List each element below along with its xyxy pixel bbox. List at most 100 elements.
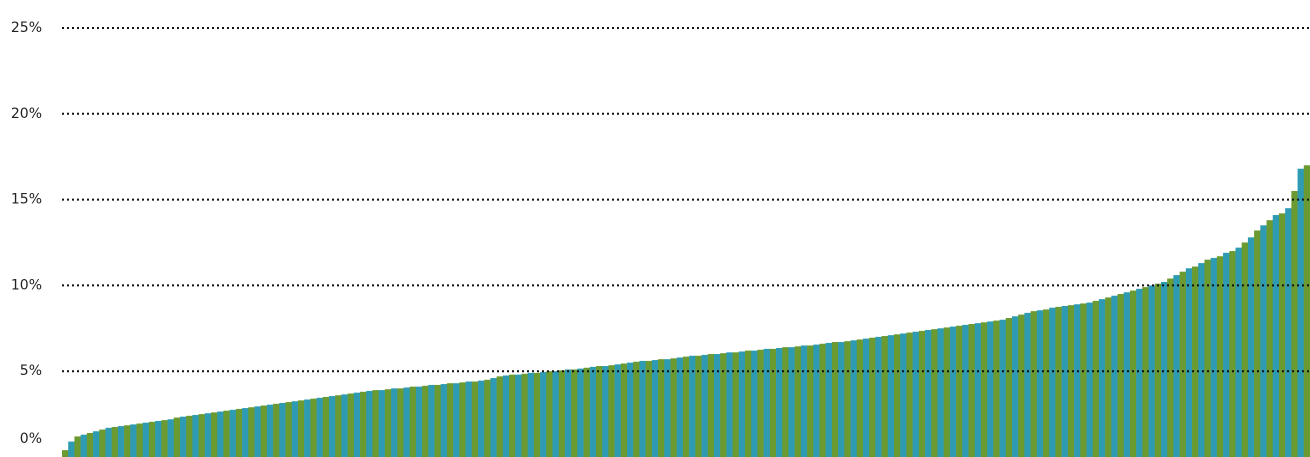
bar: [211, 412, 218, 457]
bar: [968, 324, 976, 457]
bar: [155, 420, 162, 457]
bar: [943, 327, 951, 457]
bar: [1136, 288, 1143, 457]
bar: [509, 374, 516, 457]
bar: [428, 384, 435, 457]
bar: [918, 330, 926, 457]
bar: [701, 354, 709, 457]
bar: [1297, 168, 1305, 457]
bar: [322, 396, 330, 457]
bar: [887, 335, 895, 457]
bar: [391, 388, 398, 457]
bar: [1117, 293, 1125, 457]
bar: [453, 383, 460, 457]
bar: [862, 338, 870, 457]
bar: [589, 366, 597, 457]
bar: [335, 395, 342, 457]
bar: [533, 372, 541, 457]
bar: [1179, 271, 1187, 457]
bar: [1223, 252, 1230, 457]
bar: [291, 401, 299, 457]
bar: [1185, 268, 1193, 457]
bar: [248, 407, 255, 457]
bar: [595, 366, 603, 457]
bar: [1036, 310, 1044, 457]
bar: [403, 387, 411, 457]
bar: [602, 366, 609, 457]
bar: [186, 415, 193, 457]
bar: [1086, 302, 1093, 457]
bar: [819, 343, 827, 457]
bar: [279, 402, 286, 457]
bar: [564, 369, 572, 457]
bar: [900, 333, 907, 457]
bar: [192, 414, 199, 457]
bar: [136, 423, 144, 457]
bar: [62, 450, 69, 457]
bar: [925, 330, 932, 457]
bar: [1254, 230, 1261, 457]
bar: [651, 360, 659, 457]
bar: [583, 367, 591, 457]
bar: [502, 375, 510, 457]
bar: [1291, 191, 1298, 457]
bar: [360, 391, 367, 457]
bar: [676, 357, 684, 457]
bar: [869, 337, 876, 457]
bar: [1018, 314, 1025, 457]
bar: [1148, 285, 1156, 457]
bar: [1080, 303, 1087, 457]
bar: [1055, 306, 1062, 457]
bar: [285, 402, 293, 457]
bar: [297, 400, 305, 457]
bar: [1129, 290, 1137, 457]
bar: [682, 356, 690, 457]
bar: [732, 352, 740, 457]
bar: [949, 326, 957, 457]
bar: [1272, 215, 1280, 457]
bar: [620, 363, 628, 457]
bar: [707, 354, 715, 457]
bar: [614, 364, 622, 457]
y-tick-label: 25%: [11, 20, 42, 36]
bar: [1229, 251, 1236, 457]
bar: [912, 331, 920, 457]
bar: [1216, 256, 1224, 457]
bar: [484, 379, 491, 457]
bar: [86, 432, 94, 457]
bar: [720, 353, 727, 457]
bar: [1278, 213, 1286, 457]
bar: [1173, 275, 1180, 457]
bar: [571, 369, 578, 457]
bar: [217, 411, 224, 457]
bar: [744, 350, 752, 457]
bar: [546, 371, 553, 457]
bar: [1092, 300, 1100, 457]
bar: [763, 348, 771, 457]
bar: [894, 334, 901, 457]
bar: [459, 382, 466, 457]
bar: [1049, 307, 1056, 457]
bar: [366, 390, 373, 457]
bar: [633, 361, 640, 457]
bar: [689, 355, 696, 457]
bar: [850, 340, 858, 457]
bar: [807, 345, 814, 457]
bar: [937, 328, 944, 457]
bar: [1266, 220, 1274, 457]
y-tick-label: 20%: [11, 106, 42, 122]
bar: [1192, 266, 1199, 457]
bar: [931, 329, 938, 457]
bar: [93, 431, 100, 457]
bar: [409, 386, 417, 457]
bar: [353, 392, 361, 457]
bar: [378, 390, 386, 457]
bar: [74, 436, 81, 457]
bar: [956, 325, 963, 457]
bar: [254, 406, 261, 457]
bar: [980, 322, 988, 457]
bar: [124, 425, 131, 457]
bar: [794, 346, 802, 457]
bar: [993, 320, 1000, 457]
bar: [999, 319, 1007, 457]
